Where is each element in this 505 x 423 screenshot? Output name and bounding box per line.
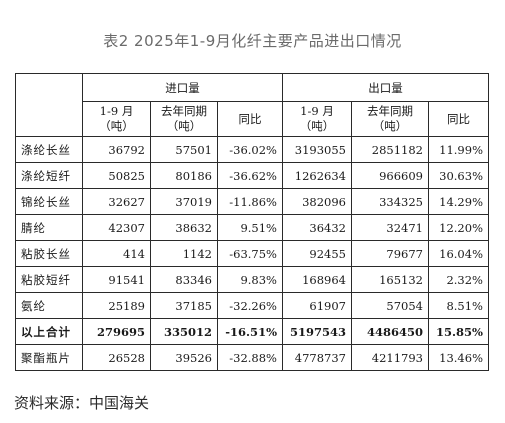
import-cell: -36.02%	[217, 136, 283, 163]
table-row: 粘胶短纤 91541 83346 9.83% 168964 165132 2.32%	[15, 266, 489, 293]
row-label: 涤纶短纤	[15, 162, 83, 189]
export-cell: 92455	[282, 240, 352, 267]
export-cell: 8.51%	[428, 292, 489, 319]
import-cell: 9.83%	[217, 266, 283, 293]
import-group-header: 进口量	[82, 73, 283, 102]
header-line: 1-9 月	[300, 104, 334, 118]
import-cell: 335012	[150, 318, 218, 345]
export-cell: 1262634	[282, 162, 352, 189]
row-label: 氨纶	[15, 292, 83, 319]
import-cell: 91541	[82, 266, 151, 293]
header-line: 同比	[238, 111, 262, 126]
export-cell: 382096	[282, 188, 352, 215]
import-cell: 9.51%	[217, 214, 283, 241]
col-header-import-ytd: 1-9 月（吨）	[82, 101, 151, 137]
import-cell: -32.26%	[217, 292, 283, 319]
export-cell: 966609	[351, 162, 429, 189]
header-unit: （吨）	[299, 119, 335, 133]
export-cell: 32471	[351, 214, 429, 241]
import-cell: 83346	[150, 266, 218, 293]
table-row: 涤纶长丝 36792 57501 -36.02% 3193055 2851182 11.99…	[15, 136, 489, 163]
export-cell: 79677	[351, 240, 429, 267]
export-cell: 4211793	[351, 344, 429, 371]
header-line: 同比	[447, 111, 470, 126]
import-cell: 80186	[150, 162, 218, 189]
col-header-export-yoy: 同比	[428, 101, 489, 137]
import-cell: 38632	[150, 214, 218, 241]
export-cell: 30.63%	[428, 162, 489, 189]
table-body: 涤纶长丝 36792 57501 -36.02% 3193055 2851182 11.99…	[15, 136, 489, 371]
import-cell: 37185	[150, 292, 218, 319]
row-label: 粘胶长丝	[15, 240, 83, 267]
export-cell: 12.20%	[428, 214, 489, 241]
corner-cell	[15, 73, 83, 137]
table-row: 氨纶 25189 37185 -32.26% 61907 57054 8.51%	[15, 292, 489, 319]
sub-header-row: 1-9 月（吨） 去年同期 （吨） 同比 1-9 月（吨） 去年同期 （吨） 同比	[16, 101, 489, 137]
table-row: 涤纶短纤 50825 80186 -36.62% 1262634 966609 30.63%	[15, 162, 489, 189]
export-cell: 168964	[282, 266, 352, 293]
export-cell: 2851182	[351, 136, 429, 163]
export-cell: 13.46%	[428, 344, 489, 371]
import-cell: 414	[82, 240, 151, 267]
header-unit: （吨）	[372, 119, 408, 133]
import-cell: -11.86%	[217, 188, 283, 215]
import-cell: -32.88%	[217, 344, 283, 371]
header-line: 1-9 月	[99, 104, 134, 118]
row-label: 以上合计	[15, 318, 83, 345]
export-cell: 4778737	[282, 344, 352, 371]
col-header-import-prev: 去年同期 （吨）	[150, 101, 218, 137]
export-cell: 14.29%	[428, 188, 489, 215]
import-cell: 42307	[82, 214, 151, 241]
export-cell: 57054	[351, 292, 429, 319]
export-cell: 5197543	[282, 318, 352, 345]
export-cell: 165132	[351, 266, 429, 293]
row-label: 锦纶长丝	[15, 188, 83, 215]
import-cell: 37019	[150, 188, 218, 215]
import-cell: 1142	[150, 240, 218, 267]
import-cell: 26528	[82, 344, 151, 371]
export-cell: 2.32%	[428, 266, 489, 293]
col-header-export-prev: 去年同期 （吨）	[351, 101, 429, 137]
col-header-import-yoy: 同比	[217, 101, 283, 137]
source-note: 资料来源：中国海关	[14, 394, 150, 412]
import-cell: 39526	[150, 344, 218, 371]
export-cell: 15.85%	[428, 318, 489, 345]
table-row: 以上合计 279695 335012 -16.51% 5197543 4486450 15.…	[15, 318, 489, 345]
row-label: 腈纶	[15, 214, 83, 241]
import-cell: -63.75%	[217, 240, 283, 267]
import-cell: 25189	[82, 292, 151, 319]
col-header-export-ytd: 1-9 月（吨）	[282, 101, 352, 137]
import-cell: 57501	[150, 136, 218, 163]
table-row: 锦纶长丝 32627 37019 -11.86% 382096 334325 14.29%	[15, 188, 489, 215]
table-row: 腈纶 42307 38632 9.51% 36432 32471 12.20%	[15, 214, 489, 241]
header-unit: （吨）	[99, 119, 134, 133]
import-cell: -36.62%	[217, 162, 283, 189]
import-cell: 36792	[82, 136, 151, 163]
export-cell: 61907	[282, 292, 352, 319]
import-cell: 50825	[82, 162, 151, 189]
export-cell: 4486450	[351, 318, 429, 345]
row-label: 粘胶短纤	[15, 266, 83, 293]
import-cell: -16.51%	[217, 318, 283, 345]
table-row: 聚酯瓶片 26528 39526 -32.88% 4778737 4211793 13.46…	[15, 344, 489, 371]
header-line: 去年同期	[367, 104, 413, 118]
export-cell: 11.99%	[428, 136, 489, 163]
export-cell: 36432	[282, 214, 352, 241]
table-row: 粘胶长丝 414 1142 -63.75% 92455 79677 16.04%	[15, 240, 489, 267]
export-cell: 334325	[351, 188, 429, 215]
row-label: 聚酯瓶片	[15, 344, 83, 371]
trade-table: 进口量 出口量 1-9 月（吨） 去年同期 （吨） 同比 1-9 月（吨） 去年同…	[15, 73, 489, 371]
header-unit: （吨）	[166, 119, 202, 133]
table-title: 表2 2025年1-9月化纤主要产品进出口情况	[103, 32, 402, 50]
export-group-header: 出口量	[282, 73, 489, 102]
import-cell: 32627	[82, 188, 151, 215]
row-label: 涤纶长丝	[15, 136, 83, 163]
group-header-row: 进口量 出口量	[15, 73, 489, 137]
header-line: 去年同期	[161, 104, 207, 118]
export-cell: 16.04%	[428, 240, 489, 267]
import-cell: 279695	[82, 318, 151, 345]
export-cell: 3193055	[282, 136, 352, 163]
